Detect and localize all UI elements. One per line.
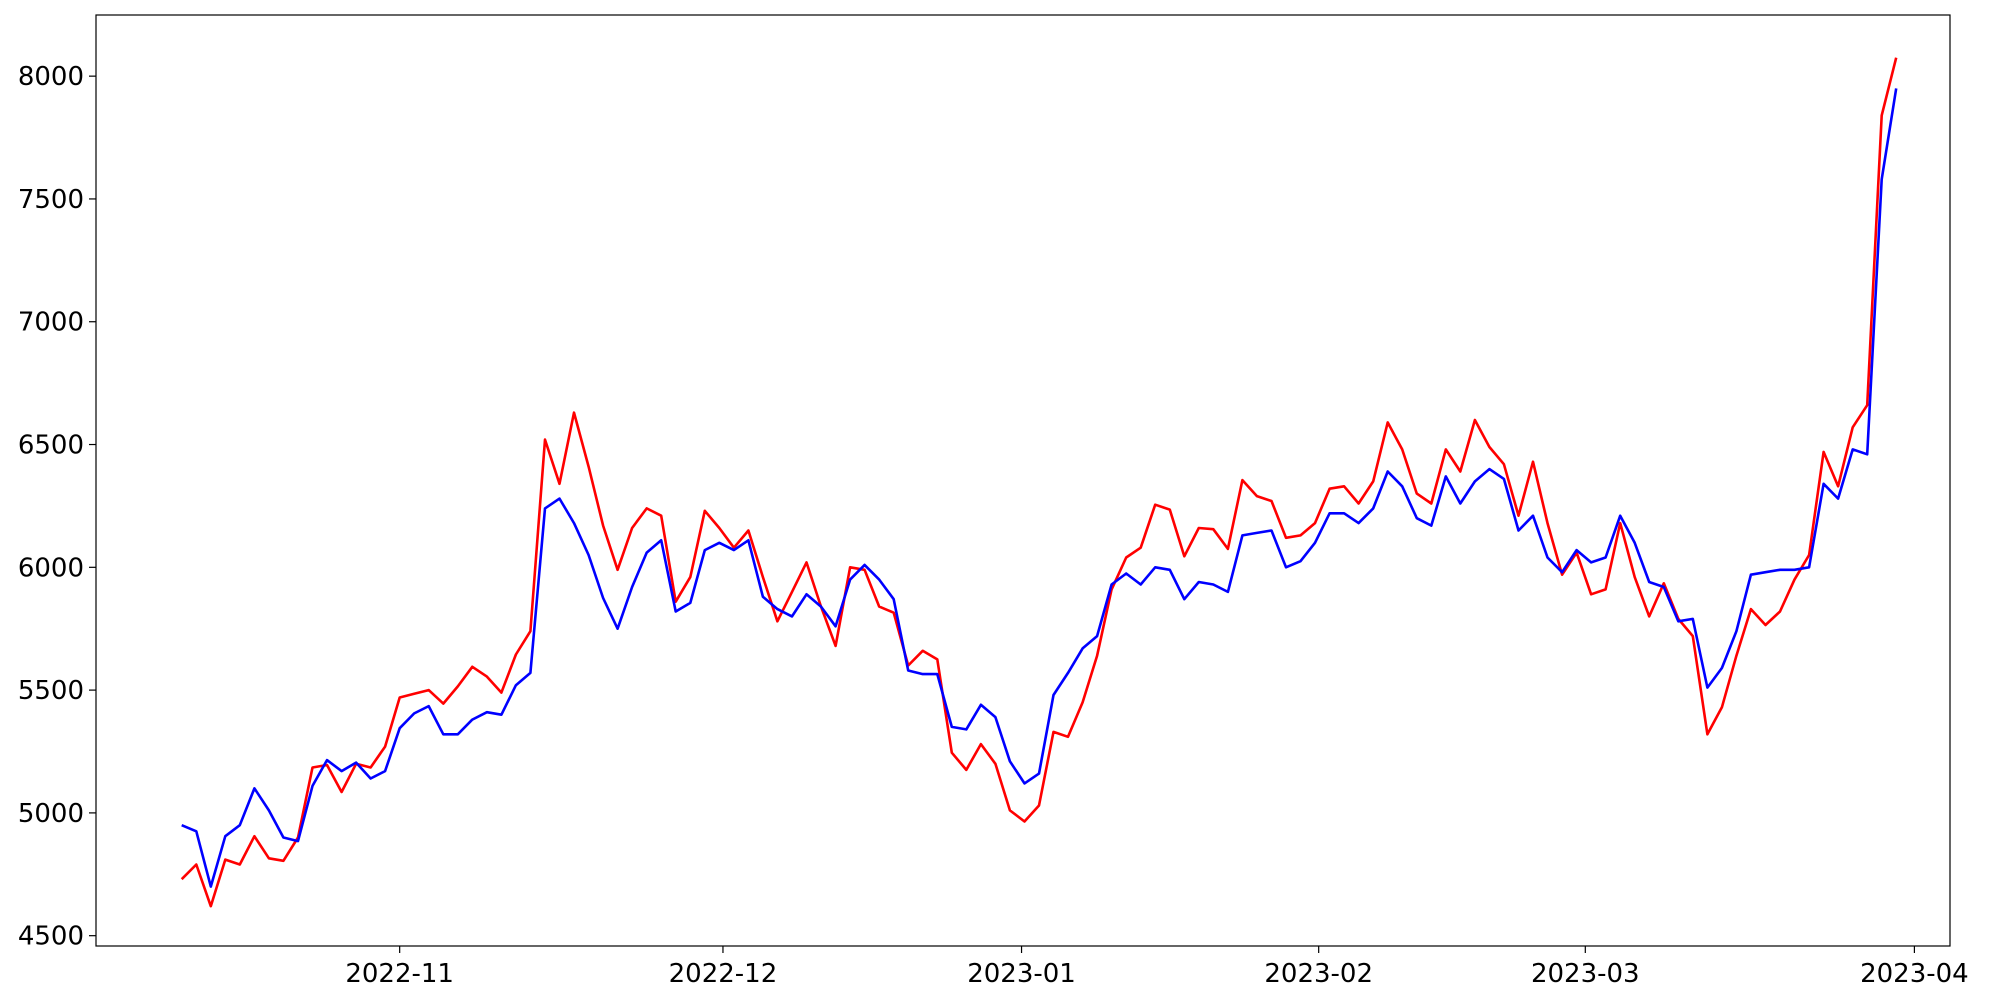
y-tick-label: 7000 — [18, 308, 84, 338]
line-series — [181, 88, 1898, 888]
x-tick-label: 2022-11 — [345, 959, 454, 989]
y-tick-label: 7500 — [18, 185, 84, 215]
x-tick-label: 2022-12 — [669, 959, 778, 989]
y-tick-label: 5500 — [18, 676, 84, 706]
y-tick-label: 6500 — [18, 431, 84, 461]
x-tick-label: 2023-04 — [1860, 959, 1969, 989]
y-tick-label: 8000 — [18, 62, 84, 92]
y-tick-label: 4500 — [18, 922, 84, 952]
y-tick-label: 6000 — [18, 553, 84, 583]
line-series — [180, 57, 1898, 908]
y-tick-label: 5000 — [18, 799, 84, 829]
plot-frame — [95, 14, 1951, 947]
x-tick-label: 2023-02 — [1264, 959, 1373, 989]
x-tick-label: 2023-01 — [967, 959, 1076, 989]
x-tick-label: 2023-03 — [1531, 959, 1640, 989]
